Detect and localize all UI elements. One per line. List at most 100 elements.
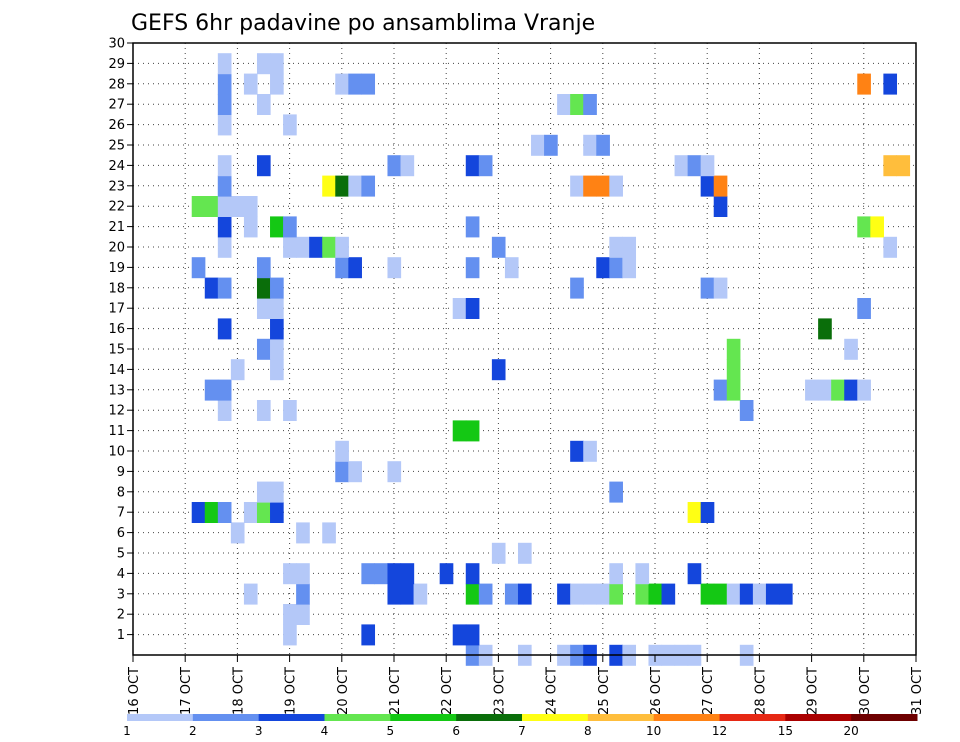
chart-title: GEFS 6hr padavine po ansamblima Vranje — [131, 11, 595, 36]
heatmap-cell — [322, 236, 336, 258]
y-tick-label: 23 — [108, 179, 125, 194]
y-tick-label: 17 — [108, 302, 125, 317]
heatmap-cell — [256, 277, 271, 299]
heatmap-cell — [478, 155, 493, 177]
heatmap-cell — [296, 236, 310, 258]
heatmap-cell — [256, 338, 271, 360]
heatmap-cell — [256, 502, 271, 523]
heatmap-cell — [583, 134, 597, 156]
heatmap-cell — [204, 502, 219, 523]
colorbar-label: 20 — [844, 724, 859, 738]
heatmap-cell — [570, 440, 584, 462]
y-tick-label: 6 — [117, 526, 125, 541]
heatmap-cell — [217, 73, 232, 95]
heatmap-cell — [844, 338, 858, 360]
heatmap-cell — [217, 277, 232, 299]
heatmap-cell — [713, 583, 728, 605]
heatmap-cell — [805, 379, 819, 401]
heatmap-cell — [557, 583, 571, 605]
heatmap-cell — [465, 624, 480, 646]
heatmap-cell — [296, 522, 310, 544]
y-tick-label: 26 — [108, 118, 125, 133]
heatmap-cell — [283, 604, 297, 625]
heatmap-cells — [191, 53, 911, 666]
heatmap-cell — [609, 257, 623, 279]
heatmap-cell — [844, 379, 858, 401]
heatmap-cell — [778, 583, 793, 605]
heatmap-cell — [335, 257, 349, 279]
heatmap-cell — [700, 155, 715, 177]
x-tick-label: 31 OCT — [910, 667, 925, 715]
y-tick-label: 1 — [117, 628, 125, 643]
colorbar-label: 2 — [189, 724, 197, 738]
heatmap-cell — [256, 257, 271, 279]
y-tick-label: 10 — [108, 445, 125, 460]
y-tick-label: 7 — [117, 506, 125, 521]
heatmap-cell — [270, 277, 284, 299]
heatmap-cell — [243, 502, 258, 523]
y-tick-label: 19 — [108, 261, 125, 276]
heatmap-cell — [857, 216, 871, 238]
heatmap-cell — [256, 400, 271, 421]
colorbar-label: 5 — [387, 724, 395, 738]
heatmap-cell — [596, 175, 610, 197]
x-tick-label: 28 OCT — [753, 667, 768, 715]
x-tick-label: 24 OCT — [545, 667, 560, 715]
heatmap-cell — [283, 624, 297, 646]
colorbar-swatch — [587, 714, 655, 721]
colorbar-swatch — [719, 714, 786, 721]
heatmap-cell — [752, 583, 767, 605]
heatmap-cell — [439, 563, 454, 585]
heatmap-cell — [348, 461, 362, 483]
heatmap-cell — [256, 94, 271, 115]
y-tick-label: 2 — [117, 608, 125, 623]
heatmap-cell — [191, 502, 206, 523]
heatmap-cell — [270, 53, 284, 75]
heatmap-cell — [583, 440, 597, 462]
heatmap-cell — [544, 134, 558, 156]
x-tick-label: 25 OCT — [597, 667, 612, 715]
heatmap-cell — [270, 338, 284, 360]
colorbar-swatch — [127, 714, 194, 721]
y-tick-label: 8 — [117, 485, 125, 500]
heatmap-cell — [570, 175, 584, 197]
x-tick-label: 18 OCT — [231, 667, 246, 715]
heatmap-cell — [283, 563, 297, 585]
x-tick-label: 23 OCT — [492, 667, 507, 715]
heatmap-cell — [230, 359, 245, 381]
heatmap-cell — [504, 257, 519, 279]
heatmap-cell — [217, 502, 232, 523]
heatmap-cell — [270, 502, 284, 523]
y-tick-label: 18 — [108, 281, 125, 296]
colorbar-swatch — [851, 714, 918, 721]
colorbar-label: 1 — [123, 724, 131, 738]
heatmap-cell — [270, 481, 284, 503]
heatmap-cell — [335, 461, 349, 483]
heatmap-cell — [270, 298, 284, 319]
heatmap-cell — [217, 114, 232, 136]
heatmap-cell — [309, 236, 323, 258]
heatmap-cell — [374, 563, 389, 585]
x-tick-label: 26 OCT — [649, 667, 664, 715]
heatmap-cell — [726, 338, 741, 360]
heatmap-cell — [818, 379, 832, 401]
heatmap-cell — [687, 563, 702, 585]
heatmap-cell — [465, 216, 480, 238]
heatmap-cell — [361, 624, 376, 646]
heatmap-cell — [322, 522, 336, 544]
heatmap-cell — [230, 522, 245, 544]
heatmap-cell — [661, 583, 676, 605]
heatmap-cell — [609, 583, 623, 605]
heatmap-cell — [400, 583, 415, 605]
heatmap-cell — [217, 400, 232, 421]
heatmap-cell — [452, 420, 467, 442]
colorbar-swatch — [390, 714, 457, 721]
heatmap-cell — [400, 155, 415, 177]
heatmap-cell — [256, 155, 271, 177]
colorbar-label: 10 — [646, 724, 661, 738]
heatmap-cell — [491, 359, 506, 381]
heatmap-cell — [870, 216, 884, 238]
heatmap-cell — [883, 236, 898, 258]
y-tick-label: 21 — [108, 220, 125, 235]
heatmap-cell — [270, 359, 284, 381]
